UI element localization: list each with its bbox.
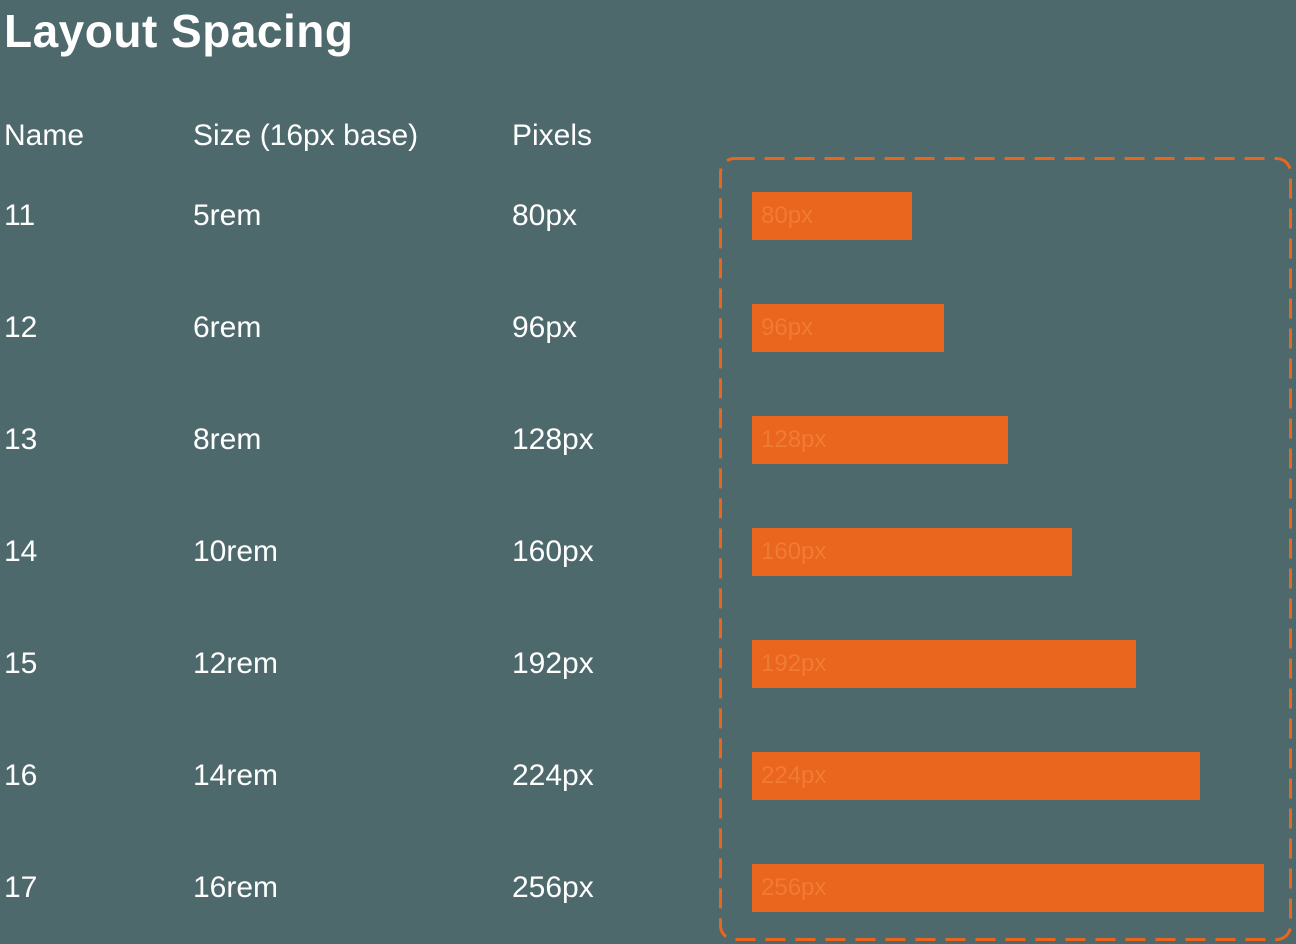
row-size-value: 10rem (193, 535, 279, 568)
row-pixels-value: 128px (512, 423, 594, 456)
row-pixels-value: 96px (512, 311, 578, 344)
row-size-value: 14rem (193, 759, 279, 792)
table-header-row: Name Size (16px base) Pixels (0, 120, 710, 152)
row-name-value: 13 (4, 423, 38, 456)
row-pixels-value: 224px (512, 759, 594, 792)
spacing-bar: 256px (752, 864, 1264, 912)
table-row: 12 6rem 96px (0, 312, 710, 344)
bar-size-label: 96px (761, 314, 814, 341)
row-size-value: 8rem (193, 423, 262, 456)
column-header-size: Size (16px base) (193, 119, 419, 152)
spacing-bar-chart: 80px 96px 128px 160px 192px 224px 256px (719, 157, 1292, 941)
row-name-value: 14 (4, 535, 38, 568)
column-header-pixels: Pixels (512, 119, 593, 152)
row-name-value: 17 (4, 871, 38, 904)
row-size-value: 5rem (193, 199, 262, 232)
table-row: 11 5rem 80px (0, 200, 710, 232)
bar-size-label: 160px (761, 538, 827, 565)
spacing-bar: 160px (752, 528, 1072, 576)
row-name-value: 12 (4, 311, 38, 344)
row-size-value: 6rem (193, 311, 262, 344)
row-name-value: 16 (4, 759, 38, 792)
row-pixels-value: 192px (512, 647, 594, 680)
row-pixels-value: 80px (512, 199, 578, 232)
bar-size-label: 192px (761, 650, 827, 677)
table-row: 14 10rem 160px (0, 536, 710, 568)
bar-size-label: 128px (761, 426, 827, 453)
row-size-value: 12rem (193, 647, 279, 680)
bar-size-label: 256px (761, 874, 827, 901)
row-size-value: 16rem (193, 871, 279, 904)
spacing-bar: 224px (752, 752, 1200, 800)
bar-size-label: 80px (761, 202, 814, 229)
row-name-value: 11 (4, 199, 36, 232)
spacing-bar: 192px (752, 640, 1136, 688)
dashed-frame-border (719, 157, 1292, 941)
table-row: 13 8rem 128px (0, 424, 710, 456)
spacing-bar: 96px (752, 304, 944, 352)
table-row: 17 16rem 256px (0, 872, 710, 904)
row-name-value: 15 (4, 647, 38, 680)
table-row: 15 12rem 192px (0, 648, 710, 680)
table-row: 16 14rem 224px (0, 760, 710, 792)
row-pixels-value: 256px (512, 871, 594, 904)
spacing-bar: 128px (752, 416, 1008, 464)
spacing-bar: 80px (752, 192, 912, 240)
page-title: Layout Spacing (4, 5, 354, 57)
row-pixels-value: 160px (512, 535, 594, 568)
bar-size-label: 224px (761, 762, 827, 789)
column-header-name: Name (4, 119, 85, 152)
